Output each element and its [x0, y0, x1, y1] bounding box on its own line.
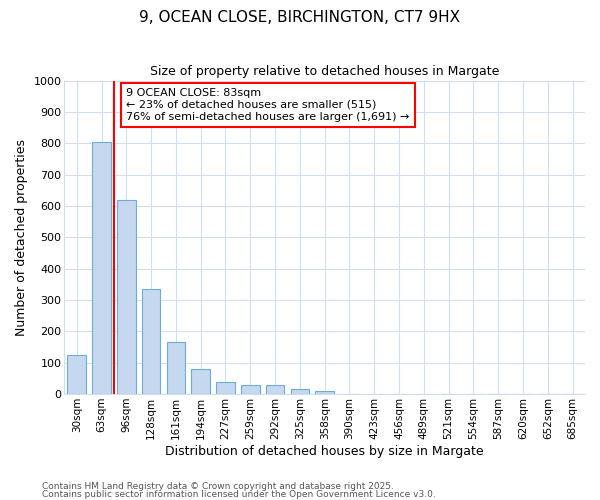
Title: Size of property relative to detached houses in Margate: Size of property relative to detached ho… [150, 65, 499, 78]
Bar [142, 289, 160, 394]
Text: 9, OCEAN CLOSE, BIRCHINGTON, CT7 9HX: 9, OCEAN CLOSE, BIRCHINGTON, CT7 9HX [139, 10, 461, 25]
Text: Contains HM Land Registry data © Crown copyright and database right 2025.: Contains HM Land Registry data © Crown c… [42, 482, 394, 491]
Bar [117, 200, 136, 394]
Bar [67, 355, 86, 394]
Bar [290, 390, 309, 394]
Text: 9 OCEAN CLOSE: 83sqm
← 23% of detached houses are smaller (515)
76% of semi-deta: 9 OCEAN CLOSE: 83sqm ← 23% of detached h… [127, 88, 410, 122]
Y-axis label: Number of detached properties: Number of detached properties [15, 139, 28, 336]
Bar [241, 386, 260, 394]
Text: Contains public sector information licensed under the Open Government Licence v3: Contains public sector information licen… [42, 490, 436, 499]
Bar [216, 382, 235, 394]
Bar [266, 386, 284, 394]
Bar [167, 342, 185, 394]
Bar [316, 391, 334, 394]
X-axis label: Distribution of detached houses by size in Margate: Distribution of detached houses by size … [166, 444, 484, 458]
Bar [92, 142, 111, 394]
Bar [191, 369, 210, 394]
